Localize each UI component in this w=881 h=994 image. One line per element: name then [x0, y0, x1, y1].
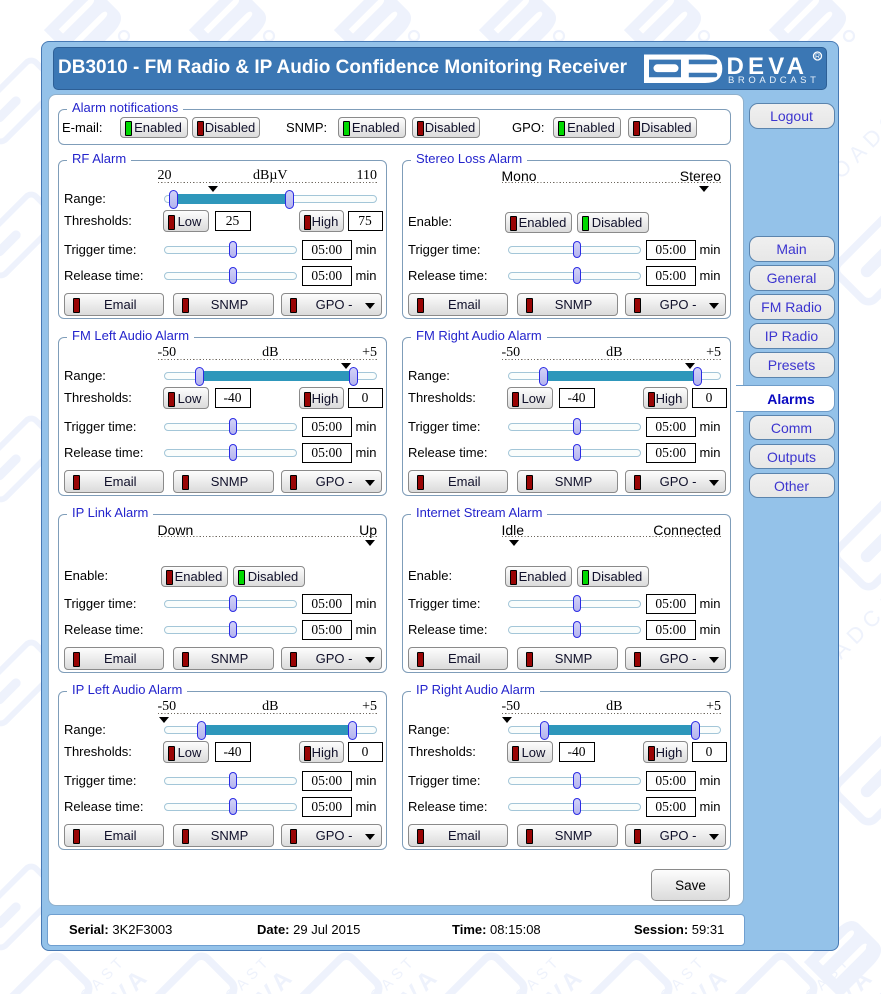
- svg-text:R: R: [815, 54, 820, 61]
- svg-text:DEVA: DEVA: [727, 53, 809, 80]
- svg-text:BROADCAST: BROADCAST: [728, 75, 820, 86]
